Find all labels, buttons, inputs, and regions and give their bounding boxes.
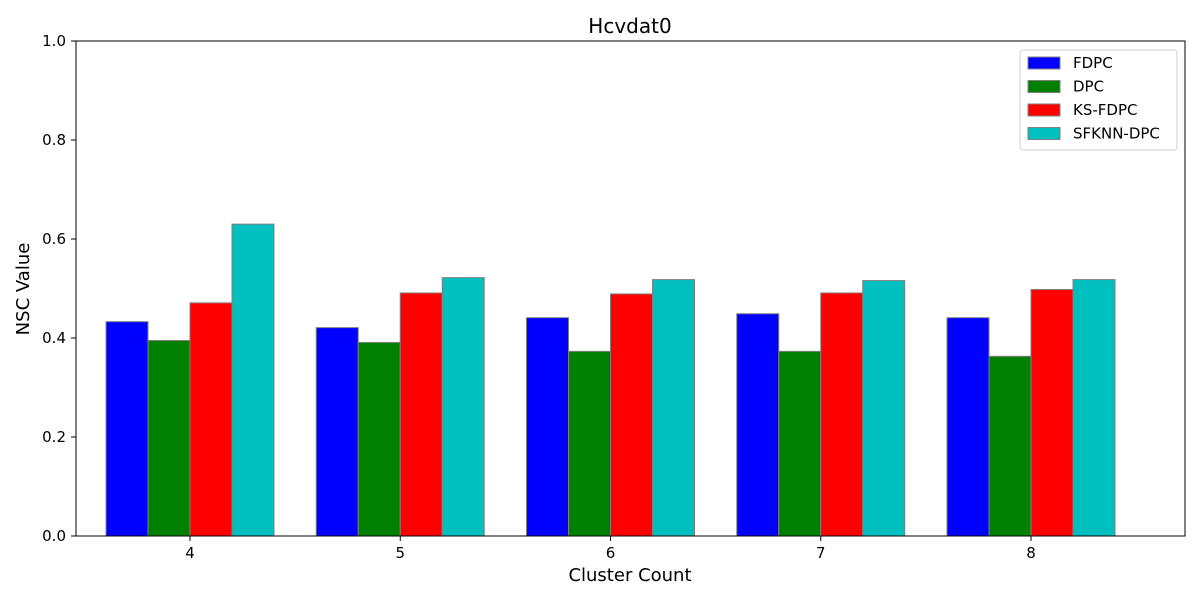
bar-sfknn-dpc-5	[441, 277, 485, 537]
x-axis-label: Cluster Count	[568, 565, 691, 586]
y-tick-label: 0.2	[42, 428, 66, 446]
bar-ks-fdpc-5	[399, 292, 443, 537]
bar-ks-fdpc-4	[189, 302, 233, 537]
y-tick-label: 0.8	[42, 131, 66, 149]
bar-dpc-8	[988, 355, 1032, 537]
bar-ks-fdpc-8	[1030, 288, 1074, 537]
legend-label-ks-fdpc: KS-FDPC	[1073, 101, 1137, 119]
plot-frame	[75, 40, 1186, 537]
y-axis-label: NSC Value	[13, 243, 34, 336]
bar-fdpc-5	[315, 327, 359, 537]
y-tick-label: 1.0	[42, 32, 66, 50]
legend: FDPC DPC KS-FDPC SFKNN-DPC	[1019, 49, 1178, 151]
bar-fdpc-7	[736, 313, 780, 537]
bar-ks-fdpc-6	[610, 293, 653, 537]
x-tick-label: 8	[1026, 544, 1036, 562]
chart-title: Hcvdat0	[588, 14, 671, 38]
y-tick-label: 0.0	[42, 527, 66, 545]
y-tick-label: 0.4	[42, 329, 66, 347]
x-tick-label: 4	[185, 544, 195, 562]
bar-sfknn-dpc-4	[231, 223, 275, 537]
legend-swatch-ks-fdpc	[1027, 103, 1061, 117]
legend-swatch-dpc	[1027, 80, 1061, 93]
bar-dpc-6	[568, 350, 611, 537]
bar-dpc-7	[778, 350, 822, 537]
legend-label-sfknn-dpc: SFKNN-DPC	[1073, 125, 1160, 143]
legend-label-fdpc: FDPC	[1073, 54, 1113, 72]
legend-label-dpc: DPC	[1073, 78, 1104, 96]
bar-dpc-4	[147, 339, 191, 537]
legend-box	[1019, 49, 1178, 151]
bar-ks-fdpc-7	[820, 292, 864, 537]
bar-fdpc-6	[526, 317, 569, 537]
bar-sfknn-dpc-6	[652, 279, 695, 537]
x-tick-label: 7	[816, 544, 826, 562]
legend-swatch-sfknn-dpc	[1027, 127, 1061, 140]
x-tick-label: 5	[395, 544, 405, 562]
bar-sfknn-dpc-8	[1072, 279, 1116, 537]
y-tick-label: 0.6	[42, 230, 66, 248]
axes-group: 0.0 0.2 0.4 0.6 0.8 1.0 4 5 6 7 8	[42, 32, 1186, 562]
x-tick-label: 6	[606, 544, 616, 562]
bars-group	[105, 223, 1116, 537]
bar-dpc-5	[357, 341, 401, 537]
bar-fdpc-4	[105, 321, 149, 537]
bar-fdpc-8	[946, 317, 990, 537]
bar-sfknn-dpc-7	[862, 280, 906, 537]
legend-swatch-fdpc	[1027, 56, 1061, 70]
